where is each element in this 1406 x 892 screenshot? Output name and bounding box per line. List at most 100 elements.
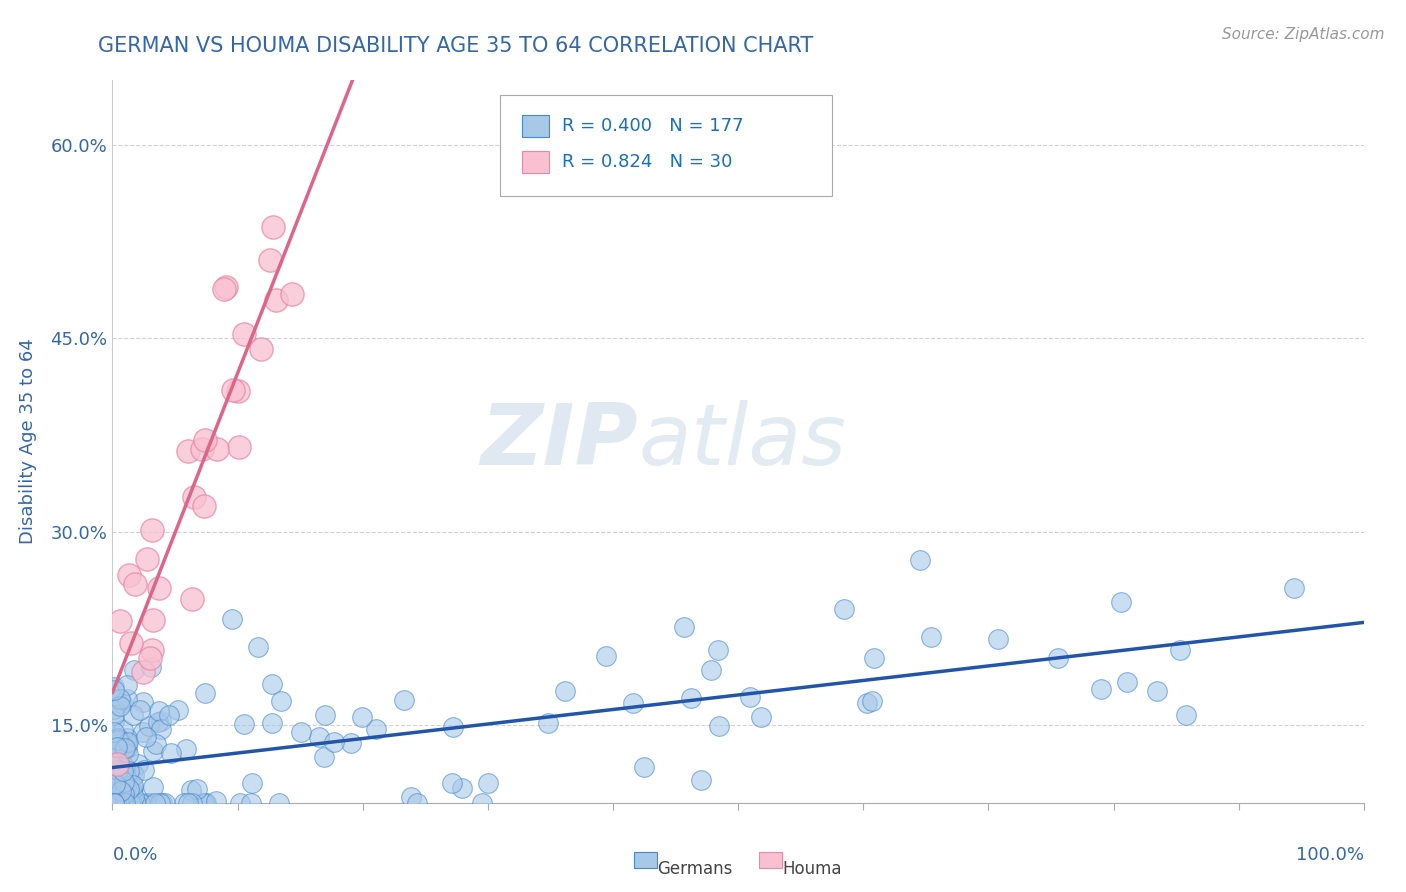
Point bbox=[103, 796, 125, 810]
Text: atlas: atlas bbox=[638, 400, 846, 483]
Point bbox=[707, 643, 730, 657]
Point bbox=[105, 757, 128, 772]
Point bbox=[207, 442, 229, 456]
Point bbox=[135, 796, 157, 810]
Point bbox=[229, 796, 252, 810]
Point bbox=[124, 796, 146, 810]
Point bbox=[222, 383, 245, 397]
Point bbox=[181, 796, 204, 810]
Point bbox=[595, 648, 617, 663]
Point bbox=[107, 747, 129, 762]
Point bbox=[214, 280, 236, 294]
FancyBboxPatch shape bbox=[634, 852, 657, 868]
Text: Houma: Houma bbox=[782, 860, 841, 878]
Point bbox=[121, 796, 143, 810]
Point bbox=[115, 691, 138, 706]
Point bbox=[107, 796, 129, 810]
Point bbox=[117, 747, 139, 761]
Point bbox=[1090, 682, 1112, 697]
FancyBboxPatch shape bbox=[501, 95, 832, 196]
Point bbox=[1116, 675, 1139, 690]
Point bbox=[105, 796, 128, 810]
Point bbox=[832, 602, 855, 616]
Point bbox=[908, 553, 931, 567]
Text: GERMAN VS HOUMA DISABILITY AGE 35 TO 64 CORRELATION CHART: GERMAN VS HOUMA DISABILITY AGE 35 TO 64 … bbox=[98, 36, 814, 55]
Point bbox=[621, 696, 644, 710]
Point bbox=[120, 796, 142, 810]
Point bbox=[142, 780, 165, 795]
Point bbox=[214, 282, 236, 296]
Point bbox=[115, 678, 138, 692]
Point bbox=[115, 796, 138, 810]
Point bbox=[259, 252, 281, 267]
FancyBboxPatch shape bbox=[522, 151, 550, 173]
Point bbox=[262, 677, 284, 691]
Point bbox=[312, 750, 335, 764]
Point bbox=[139, 651, 162, 665]
Point bbox=[103, 796, 125, 810]
Point bbox=[132, 763, 155, 777]
Text: R = 0.400   N = 177: R = 0.400 N = 177 bbox=[562, 117, 744, 135]
Point bbox=[115, 779, 138, 793]
Point bbox=[111, 696, 134, 710]
Point bbox=[314, 707, 336, 722]
Point bbox=[1046, 651, 1069, 665]
Point bbox=[117, 735, 139, 749]
Point bbox=[107, 796, 129, 810]
Point bbox=[987, 632, 1010, 647]
Point bbox=[103, 766, 125, 780]
Text: 100.0%: 100.0% bbox=[1296, 847, 1364, 864]
Point bbox=[194, 686, 217, 700]
Point bbox=[104, 758, 127, 772]
Point bbox=[863, 650, 886, 665]
Point bbox=[451, 780, 474, 795]
Point bbox=[260, 715, 283, 730]
Point bbox=[679, 690, 702, 705]
Point bbox=[554, 683, 576, 698]
Point bbox=[114, 741, 136, 756]
Point bbox=[107, 733, 129, 747]
Point bbox=[103, 790, 125, 805]
Point bbox=[103, 775, 125, 789]
Point bbox=[103, 702, 125, 716]
Text: Source: ZipAtlas.com: Source: ZipAtlas.com bbox=[1222, 27, 1385, 42]
Point bbox=[270, 694, 292, 708]
Point bbox=[150, 722, 173, 736]
Point bbox=[352, 709, 374, 723]
Point bbox=[240, 776, 263, 790]
Point bbox=[1168, 642, 1191, 657]
Point bbox=[104, 739, 127, 754]
Point bbox=[132, 725, 155, 739]
Point bbox=[129, 702, 152, 716]
Point bbox=[174, 742, 197, 756]
Point bbox=[173, 796, 195, 810]
Point bbox=[205, 794, 228, 808]
Point bbox=[141, 523, 163, 537]
Point bbox=[280, 286, 302, 301]
Point bbox=[110, 788, 132, 802]
Point bbox=[107, 745, 129, 759]
Point bbox=[114, 759, 136, 773]
FancyBboxPatch shape bbox=[759, 852, 782, 868]
Point bbox=[471, 796, 494, 810]
Point bbox=[191, 796, 214, 810]
Point bbox=[108, 796, 131, 810]
Point bbox=[135, 551, 157, 566]
Point bbox=[221, 611, 243, 625]
Point bbox=[399, 789, 422, 804]
Point bbox=[183, 490, 205, 504]
Text: ZIP: ZIP bbox=[481, 400, 638, 483]
Point bbox=[103, 758, 125, 772]
Point bbox=[105, 796, 128, 810]
Point bbox=[112, 741, 135, 756]
Point bbox=[394, 693, 416, 707]
Point bbox=[103, 796, 125, 810]
Point bbox=[105, 739, 128, 754]
Point bbox=[107, 763, 129, 777]
Point bbox=[103, 682, 125, 697]
Point bbox=[124, 576, 146, 591]
Point bbox=[440, 776, 463, 790]
Point bbox=[180, 592, 202, 607]
Point bbox=[110, 614, 132, 628]
Point bbox=[138, 719, 160, 733]
